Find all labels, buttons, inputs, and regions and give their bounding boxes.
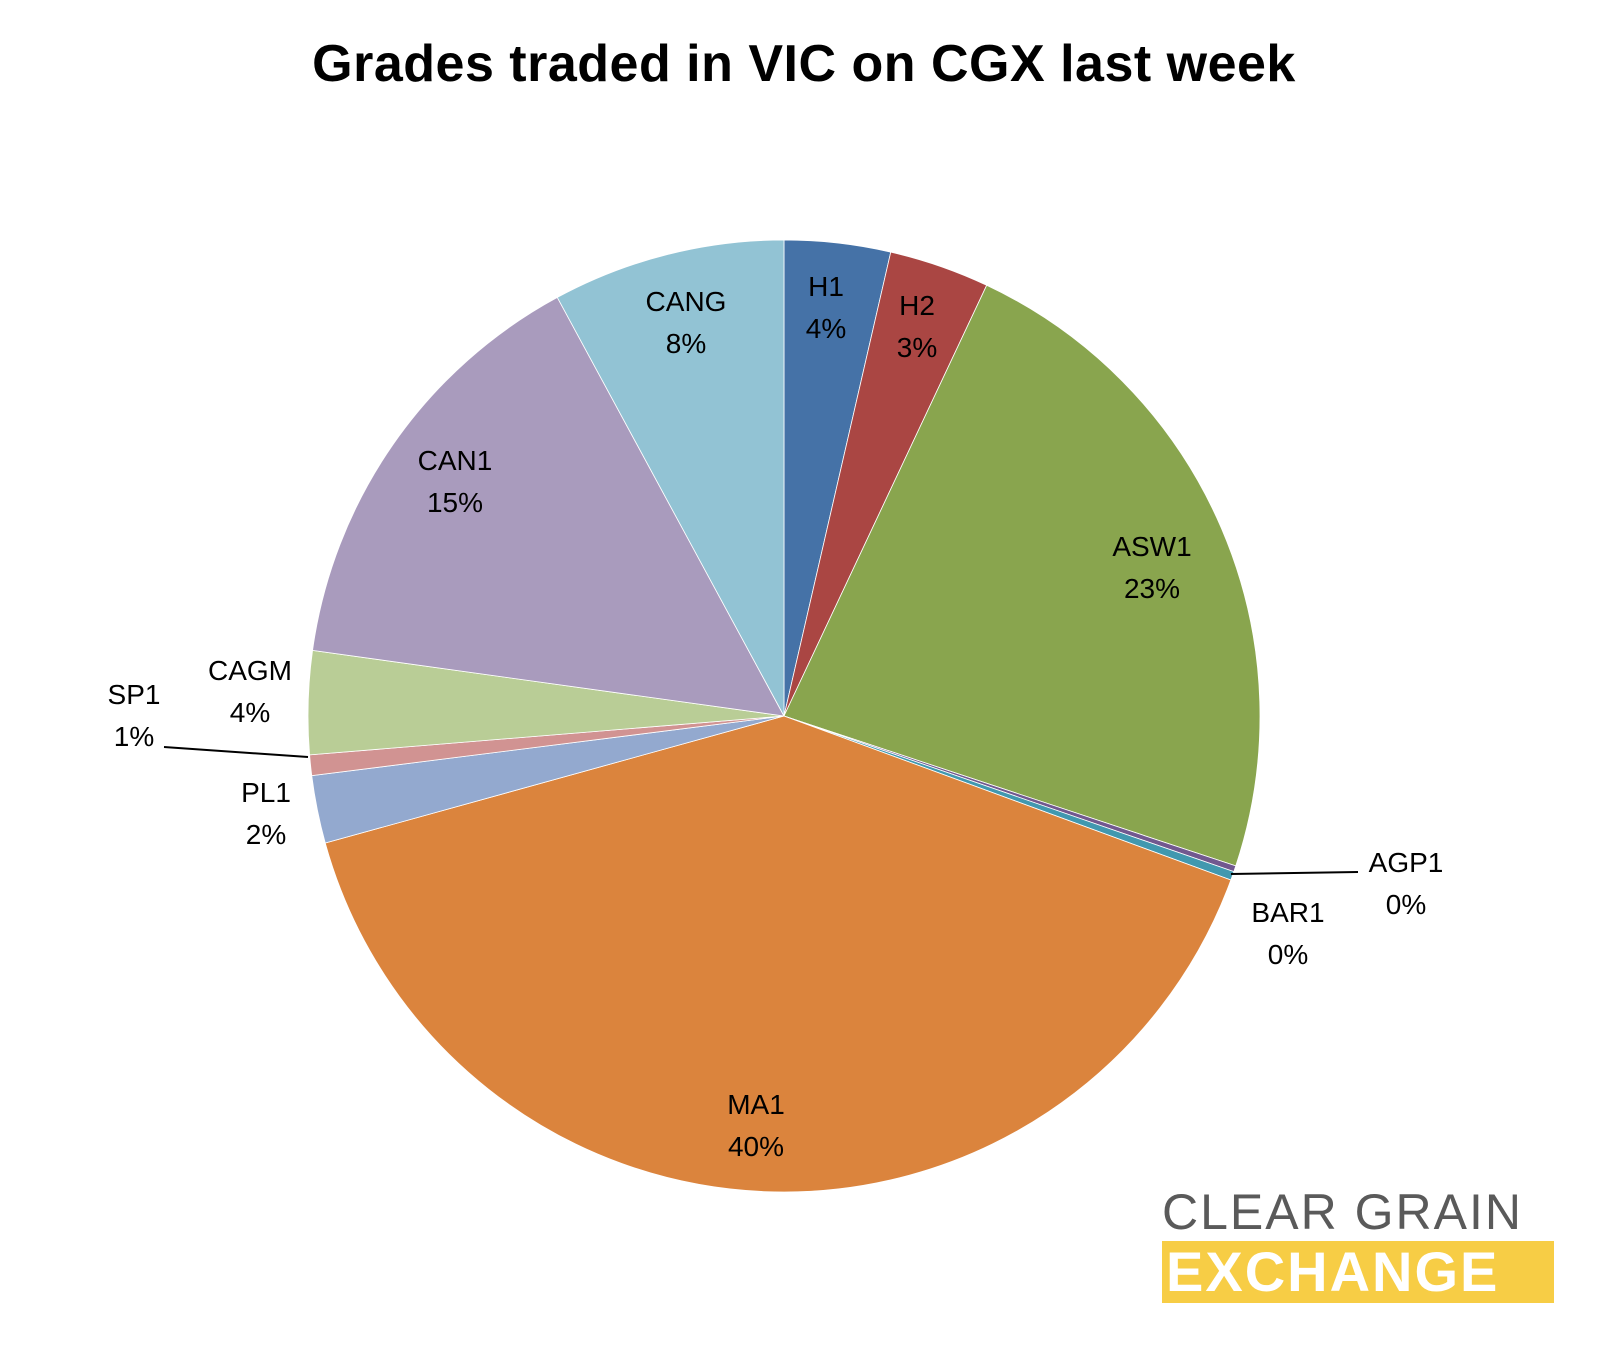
leader-line-sp1 (163, 746, 309, 758)
slice-percent-cang: 8% (666, 328, 706, 359)
slice-name-pl1: PL1 (241, 777, 291, 808)
leader-lines (163, 746, 1359, 875)
slice-label-sp1: SP1 1% (108, 679, 161, 752)
pie-slice-asw1 (783, 284, 1261, 867)
slice-name-h1: H1 (808, 271, 844, 302)
slice-name-agp1: AGP1 (1369, 847, 1444, 878)
slice-percent-sp1: 1% (114, 721, 154, 752)
pie-slices (307, 239, 1261, 1193)
slice-label-can1: CAN1 15% (418, 445, 493, 518)
pie-slice-cang (556, 239, 785, 717)
slice-labels: H1 4%H2 3%ASW1 23%AGP1 0%BAR1 0%MA1 40%PL1 2%SP… (108, 271, 1444, 1162)
slice-label-ma1: MA1 40% (727, 1089, 785, 1162)
slice-percent-can1: 15% (427, 487, 483, 518)
logo-line-1: CLEAR GRAIN (1162, 1184, 1523, 1240)
slice-label-h1: H1 4% (806, 271, 846, 344)
slice-percent-agp1: 0% (1386, 889, 1426, 920)
slice-percent-pl1: 2% (246, 819, 286, 850)
slice-percent-bar1: 0% (1268, 939, 1308, 970)
slice-name-sp1: SP1 (108, 679, 161, 710)
slice-name-can1: CAN1 (418, 445, 493, 476)
slice-name-asw1: ASW1 (1112, 531, 1191, 562)
slice-percent-h1: 4% (806, 313, 846, 344)
slice-name-ma1: MA1 (727, 1089, 785, 1120)
slice-name-cagm: CAGM (208, 655, 292, 686)
pie-slice-can1 (312, 296, 785, 717)
slice-label-agp1: AGP1 0% (1369, 847, 1444, 920)
slice-label-asw1: ASW1 23% (1112, 531, 1191, 604)
slice-percent-ma1: 40% (728, 1131, 784, 1162)
slice-label-bar1: BAR1 0% (1251, 897, 1324, 970)
slice-name-bar1: BAR1 (1251, 897, 1324, 928)
slice-name-h2: H2 (899, 290, 935, 321)
logo-line-2: EXCHANGE (1162, 1241, 1554, 1303)
slice-label-pl1: PL1 2% (241, 777, 291, 850)
slice-percent-cagm: 4% (230, 697, 270, 728)
chart-title: Grades traded in VIC on CGX last week (312, 35, 1296, 93)
slice-label-cang: CANG 8% (646, 286, 727, 359)
pie-slice-ma1 (324, 715, 1232, 1193)
clear-grain-exchange-logo: CLEAR GRAIN EXCHANGE (1162, 1185, 1554, 1303)
slice-label-cagm: CAGM 4% (208, 655, 292, 728)
leader-line-agp1 (1230, 871, 1359, 875)
slice-name-cang: CANG (646, 286, 727, 317)
slice-percent-asw1: 23% (1124, 573, 1180, 604)
slice-label-h2: H2 3% (897, 290, 937, 363)
slice-percent-h2: 3% (897, 332, 937, 363)
